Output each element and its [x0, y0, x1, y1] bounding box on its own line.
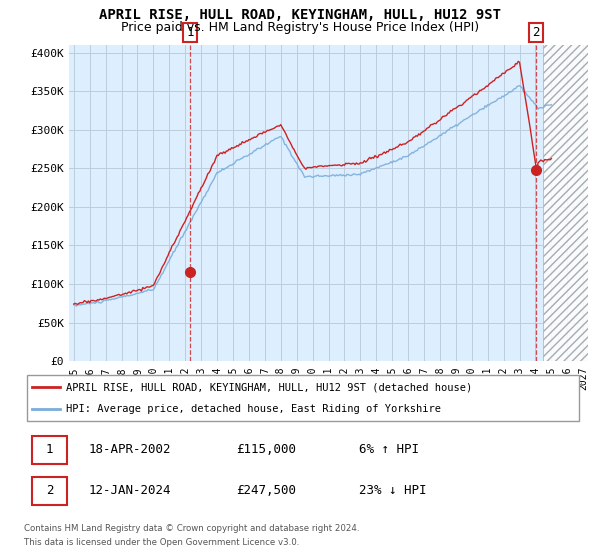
Text: Contains HM Land Registry data © Crown copyright and database right 2024.: Contains HM Land Registry data © Crown c…	[24, 524, 359, 533]
Text: 12-JAN-2024: 12-JAN-2024	[88, 484, 170, 497]
Text: £115,000: £115,000	[236, 444, 296, 456]
FancyBboxPatch shape	[27, 376, 579, 421]
Bar	[544, 37, 591, 361]
FancyBboxPatch shape	[32, 477, 67, 505]
Text: Price paid vs. HM Land Registry's House Price Index (HPI): Price paid vs. HM Land Registry's House …	[121, 21, 479, 34]
Text: APRIL RISE, HULL ROAD, KEYINGHAM, HULL, HU12 9ST: APRIL RISE, HULL ROAD, KEYINGHAM, HULL, …	[99, 8, 501, 22]
Text: £247,500: £247,500	[236, 484, 296, 497]
FancyBboxPatch shape	[32, 436, 67, 464]
Text: This data is licensed under the Open Government Licence v3.0.: This data is licensed under the Open Gov…	[24, 538, 299, 547]
Text: 2: 2	[532, 26, 540, 39]
Text: HPI: Average price, detached house, East Riding of Yorkshire: HPI: Average price, detached house, East…	[66, 404, 441, 414]
Text: APRIL RISE, HULL ROAD, KEYINGHAM, HULL, HU12 9ST (detached house): APRIL RISE, HULL ROAD, KEYINGHAM, HULL, …	[66, 382, 472, 393]
Text: 23% ↓ HPI: 23% ↓ HPI	[359, 484, 426, 497]
Text: 1: 1	[186, 26, 194, 39]
Text: 1: 1	[46, 444, 53, 456]
Bar	[544, 37, 591, 361]
Text: 6% ↑ HPI: 6% ↑ HPI	[359, 444, 419, 456]
Text: 2: 2	[46, 484, 53, 497]
Text: 18-APR-2002: 18-APR-2002	[88, 444, 170, 456]
